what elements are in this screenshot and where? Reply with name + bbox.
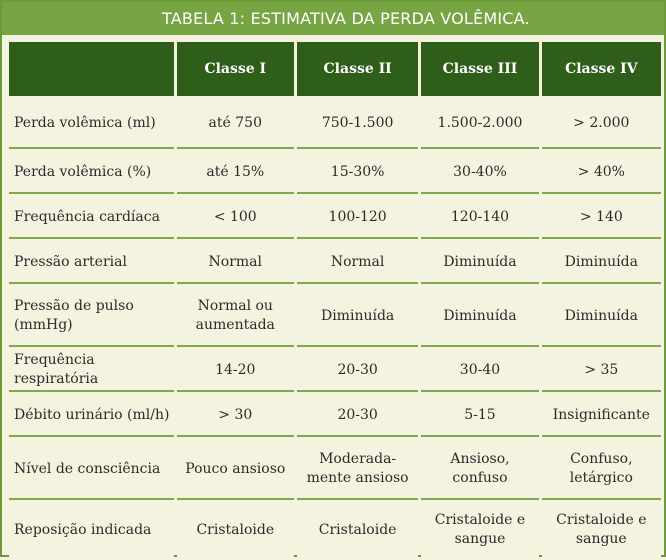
table-cell: Ansioso, confuso: [421, 440, 539, 500]
header-class-2: Classe II: [296, 42, 419, 96]
table-cell: 5-15: [421, 395, 539, 437]
table-cell: Normal: [296, 242, 419, 284]
table-row: Perda volêmica (ml) até 750 750-1.500 1.…: [9, 99, 661, 149]
row-label: Perda volêmica (%): [9, 152, 174, 194]
row-label: Reposição indicada: [9, 503, 174, 557]
table-cell: > 30: [176, 395, 294, 437]
row-label: Débito urinário (ml/h): [9, 395, 174, 437]
table-cell: 100-120: [296, 197, 419, 239]
row-label: Frequência respiratória: [9, 350, 174, 392]
table-cell: Cristaloide e sangue: [421, 503, 539, 557]
table-cell: < 100: [176, 197, 294, 239]
table-cell: Diminuída: [421, 287, 539, 347]
table-cell: > 140: [541, 197, 661, 239]
volume-loss-table: Classe I Classe II Classe III Classe IV …: [6, 39, 664, 560]
table-cell: Pouco ansioso: [176, 440, 294, 500]
table-cell: Moderada-mente ansioso: [296, 440, 419, 500]
table-title: TABELA 1: ESTIMATIVA DA PERDA VOLÊMICA.: [2, 2, 664, 35]
row-label: Pressão arterial: [9, 242, 174, 284]
table-cell: Cristaloide: [296, 503, 419, 557]
table-cell: Insignificante: [541, 395, 661, 437]
table-row: Pressão de pulso (mmHg) Normal ou aument…: [9, 287, 661, 347]
row-label: Perda volêmica (ml): [9, 99, 174, 149]
table-row: Reposição indicada Cristaloide Cristaloi…: [9, 503, 661, 557]
table-cell: Cristaloide: [176, 503, 294, 557]
table-cell: 30-40: [421, 350, 539, 392]
table-cell: > 2.000: [541, 99, 661, 149]
table-cell: 15-30%: [296, 152, 419, 194]
table-cell: até 15%: [176, 152, 294, 194]
row-label: Nível de consciência: [9, 440, 174, 500]
table-cell: Diminuída: [296, 287, 419, 347]
header-class-1: Classe I: [176, 42, 294, 96]
table-cell: Diminuída: [541, 287, 661, 347]
table-row: Débito urinário (ml/h) > 30 20-30 5-15 I…: [9, 395, 661, 437]
table-cell: Normal ou aumentada: [176, 287, 294, 347]
table-cell: Diminuída: [541, 242, 661, 284]
table-cell: Confuso, letárgico: [541, 440, 661, 500]
row-label: Pressão de pulso (mmHg): [9, 287, 174, 347]
header-class-4: Classe IV: [541, 42, 661, 96]
header-row: Classe I Classe II Classe III Classe IV: [9, 42, 661, 96]
table-cell: 20-30: [296, 395, 419, 437]
row-label: Frequência cardíaca: [9, 197, 174, 239]
table-row: Nível de consciência Pouco ansioso Moder…: [9, 440, 661, 500]
table-cell: Cristaloide e sangue: [541, 503, 661, 557]
table-row: Perda volêmica (%) até 15% 15-30% 30-40%…: [9, 152, 661, 194]
table-cell: 120-140: [421, 197, 539, 239]
table-cell: > 35: [541, 350, 661, 392]
table-cell: Normal: [176, 242, 294, 284]
table-cell: Diminuída: [421, 242, 539, 284]
table-cell: > 40%: [541, 152, 661, 194]
header-corner: [9, 42, 174, 96]
table-cell: até 750: [176, 99, 294, 149]
table-cell: 14-20: [176, 350, 294, 392]
header-class-3: Classe III: [421, 42, 539, 96]
table-row: Frequência respiratória 14-20 20-30 30-4…: [9, 350, 661, 392]
table-cell: 30-40%: [421, 152, 539, 194]
table-row: Pressão arterial Normal Normal Diminuída…: [9, 242, 661, 284]
table-row: Frequência cardíaca < 100 100-120 120-14…: [9, 197, 661, 239]
table-cell: 20-30: [296, 350, 419, 392]
table-cell: 1.500-2.000: [421, 99, 539, 149]
table-cell: 750-1.500: [296, 99, 419, 149]
